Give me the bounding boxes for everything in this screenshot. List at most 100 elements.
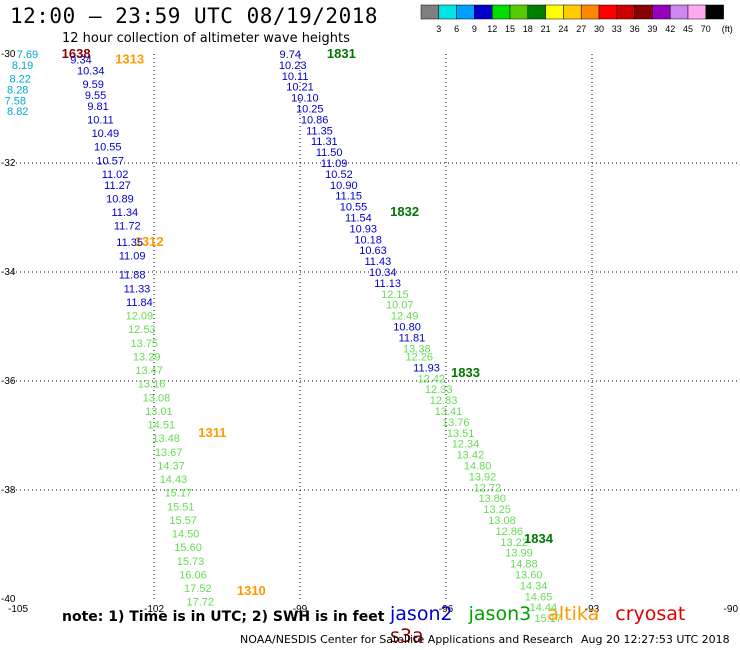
wave-height-label: 13.42: [457, 450, 485, 462]
pass-time-label: 1832: [390, 204, 419, 219]
colorbar-label: 42: [665, 24, 675, 34]
wave-height-label: 14.34: [520, 580, 548, 592]
wave-height-label: 12.33: [425, 384, 453, 396]
colorbar-label: 12: [487, 24, 497, 34]
colorbar-label: 45: [683, 24, 693, 34]
wave-height-label: 12.34: [452, 439, 480, 451]
wave-height-label: 10.90: [330, 180, 358, 192]
colorbar-label: 15: [505, 24, 515, 34]
legend-cryosat: cryosat: [615, 603, 686, 625]
colorbar-label: 6: [454, 24, 459, 34]
legend-jason2: jason2: [390, 603, 453, 625]
chart-title: 12:00 – 23:59 UTC 08/19/2018: [10, 4, 379, 28]
wave-height-label: 11.31: [311, 136, 338, 148]
wave-height-label: 10.25: [296, 104, 324, 116]
wave-height-label: 11.72: [114, 221, 141, 233]
wave-height-label: 11.54: [345, 213, 372, 225]
wave-height-label: 9.34: [70, 54, 91, 66]
wave-height-label: 10.18: [354, 234, 382, 246]
colorbar-label: 3: [436, 24, 441, 34]
wave-height-label: 10.21: [286, 82, 314, 94]
wave-height-label: 9.59: [82, 79, 103, 91]
wave-height-label: 11.84: [126, 297, 153, 309]
wave-height-label: 15.57: [169, 515, 197, 527]
wave-height-label: 11.09: [119, 251, 146, 263]
wave-height-label: 10.80: [393, 322, 421, 334]
wave-height-label: 11.34: [111, 207, 138, 219]
wave-height-label: 12.53: [128, 324, 156, 336]
wave-height-label: 11.50: [316, 147, 343, 159]
wave-height-label: 15.51: [167, 501, 195, 513]
x-tick-label: -105: [8, 604, 28, 615]
wave-height-label: 11.33: [124, 283, 151, 295]
wave-height-label: 13.08: [488, 515, 516, 527]
wave-height-label: 10.63: [359, 245, 387, 257]
y-tick-label: -38: [1, 485, 16, 496]
wave-height-label: 13.99: [505, 548, 533, 560]
wave-height-label: 8.82: [7, 106, 28, 118]
wave-height-label: 12.26: [405, 351, 433, 363]
colorbar-label: 9: [472, 24, 477, 34]
wave-height-label: 10.11: [282, 71, 309, 83]
colorbar-label: 39: [647, 24, 657, 34]
wave-height-label: 10.11: [87, 114, 114, 126]
colorbar-label: 36: [630, 24, 640, 34]
colorbar-label: 27: [576, 24, 586, 34]
wave-height-label: 13.80: [478, 493, 506, 505]
wave-height-label: 14.44: [530, 602, 558, 614]
wave-height-label: 7.69: [17, 49, 38, 61]
colorbar-unit: (ft): [722, 24, 733, 34]
wave-height-label: 8.28: [7, 84, 28, 96]
x-tick-label: -96: [439, 604, 454, 615]
pass-time-label: 1833: [451, 365, 480, 380]
wave-height-label: 8.19: [12, 60, 33, 72]
wave-height-label: 14.43: [160, 474, 188, 486]
wave-height-label: 13.08: [143, 392, 171, 404]
wave-height-label: 9.74: [280, 49, 301, 61]
wave-height-label: 13.22: [500, 537, 528, 549]
wave-height-label: 13.48: [152, 433, 180, 445]
colorbar-label: 70: [701, 24, 711, 34]
wave-height-label: 10.55: [94, 142, 122, 154]
wave-height-label: 10.55: [340, 202, 368, 214]
wave-height-label: 10.89: [106, 193, 134, 205]
wave-height-label: 9.81: [87, 101, 108, 113]
pass-time-label: 1311: [198, 425, 226, 440]
wave-height-label: 10.49: [92, 128, 120, 140]
wave-height-label: 12.15: [381, 289, 409, 301]
wave-height-label: 12.09: [126, 311, 154, 323]
wave-height-label: 14.88: [510, 559, 538, 571]
wave-height-label: 11.43: [365, 256, 392, 268]
wave-height-label: 13.76: [442, 417, 470, 429]
wave-height-label: 11.15: [335, 191, 362, 203]
wave-height-label: 15.17: [165, 488, 193, 500]
wave-height-label: 11.35: [116, 237, 143, 249]
wave-height-label: 11.13: [374, 278, 401, 290]
wave-height-label: 10.07: [386, 300, 414, 312]
generated-timestamp: Aug 20 12:27:53 UTC 2018: [581, 633, 730, 646]
legend-s3a: s3a: [390, 625, 424, 647]
wave-height-label: 13.75: [131, 338, 159, 350]
y-tick-label: -30: [1, 49, 16, 60]
pass-time-label: 1313: [115, 51, 144, 66]
colorbar: 3 6 9 12 15 18 21 24 27 30 33 36 39 42 45 70 (ft): [420, 4, 733, 34]
wave-height-label: 12.86: [496, 526, 524, 538]
wave-height-label: 9.55: [85, 90, 106, 102]
y-tick-label: -32: [1, 158, 16, 169]
satellite-legend: jason2 jason3 altika cryosat s3a: [390, 603, 740, 647]
colorbar-swatch: [705, 4, 724, 20]
wave-height-label: 12.72: [474, 482, 502, 494]
x-tick-label: -99: [293, 604, 308, 615]
wave-height-label: 7.58: [5, 95, 26, 107]
colorbar-label: 18: [523, 24, 533, 34]
wave-height-label: 10.34: [369, 267, 397, 279]
wave-height-label: 10.10: [291, 93, 319, 105]
pass-time-label: 1312: [135, 234, 164, 249]
wave-height-label: 13.38: [403, 343, 431, 355]
wave-height-label: 11.09: [321, 158, 348, 170]
pass-time-label: 1831: [327, 46, 356, 61]
wave-height-label: 17.72: [186, 597, 214, 609]
y-tick-label: -40: [1, 594, 16, 605]
wave-height-label: 10.57: [96, 155, 124, 167]
wave-height-label: 12.49: [391, 311, 419, 323]
